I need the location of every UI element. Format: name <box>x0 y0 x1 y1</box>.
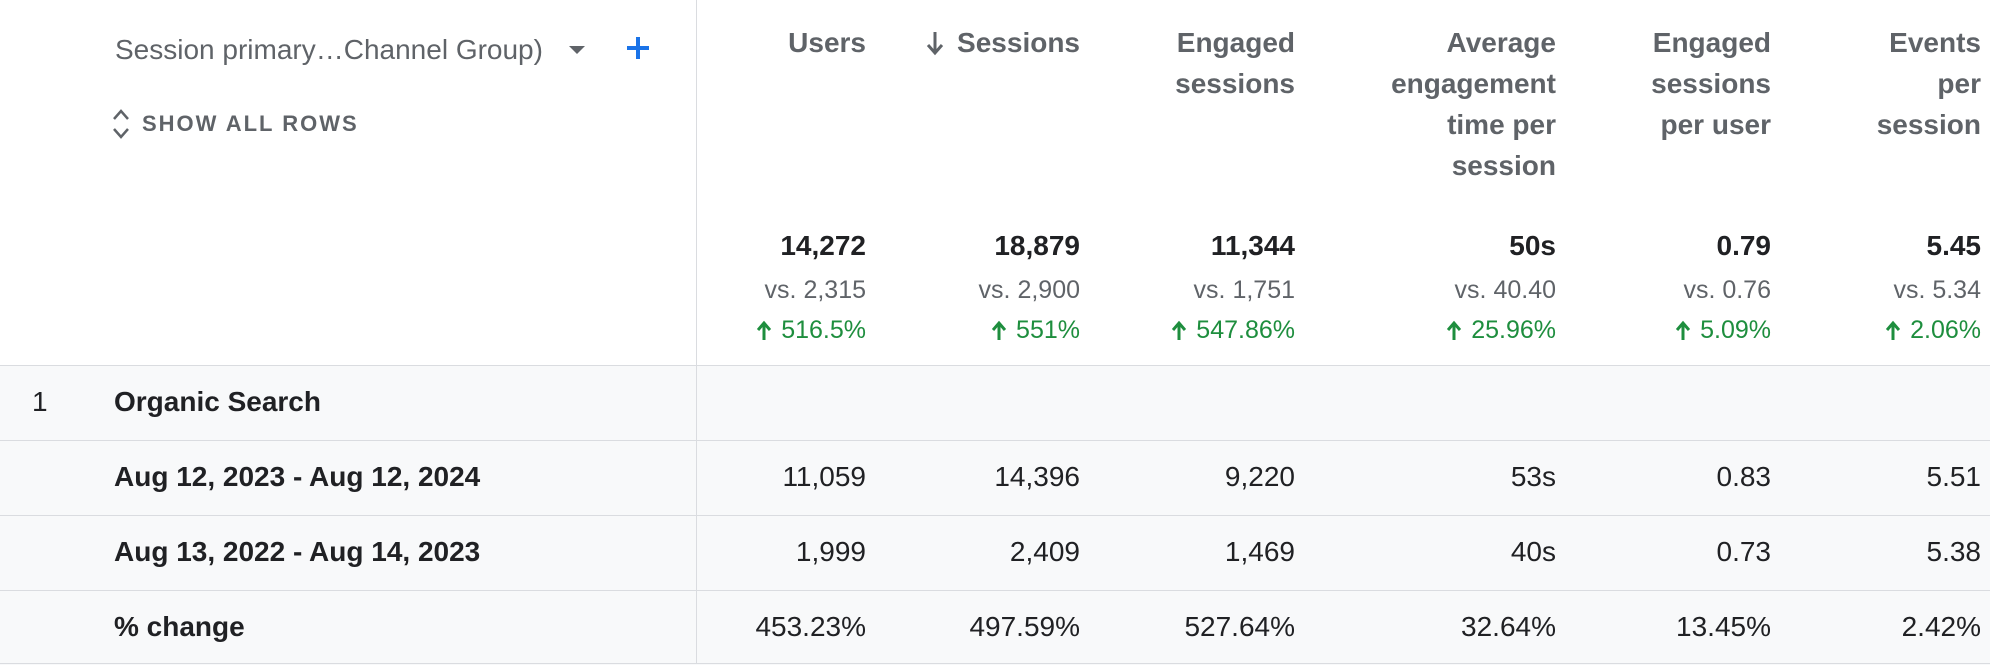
row-index: 1 <box>32 386 48 417</box>
total-change: 547.86% <box>1172 316 1295 345</box>
table-row-group[interactable]: 1 Organic Search <box>0 366 1990 440</box>
total-change-value: 551% <box>1016 316 1080 344</box>
table-cell: 5.51 <box>1926 461 1982 492</box>
table-row[interactable]: Aug 13, 2022 - Aug 14, 2023 1,999 2,409 … <box>0 516 1990 590</box>
arrow-up-icon <box>1172 320 1187 340</box>
column-header-line: sessions <box>1651 68 1771 99</box>
column-header-line: Engaged <box>1652 27 1771 58</box>
column-divider <box>696 0 697 664</box>
total-comparison: vs. 0.76 <box>1683 276 1771 304</box>
total-change: 2.06% <box>1886 316 1981 345</box>
show-all-rows-label: SHOW ALL ROWS <box>142 111 359 136</box>
column-header-line: per user <box>1660 109 1772 140</box>
expand-collapse-icon <box>113 109 129 139</box>
arrow-up-icon <box>757 320 772 340</box>
table-cell: 2.42% <box>1901 611 1981 642</box>
table-cell: 13.45% <box>1676 611 1771 642</box>
column-header-avg-engagement-time[interactable]: Average engagement time per session <box>1391 22 1556 186</box>
row-label: Organic Search <box>114 386 321 417</box>
table-cell: 497.59% <box>969 611 1080 642</box>
total-comparison: vs. 2,315 <box>764 276 866 304</box>
plus-icon <box>627 37 649 59</box>
column-header-engaged-sessions-per-user[interactable]: Engaged sessions per user <box>1651 22 1771 145</box>
total-comparison: vs. 1,751 <box>1193 276 1295 304</box>
column-header-line: Engaged <box>1176 27 1295 58</box>
arrow-up-icon <box>1676 320 1691 340</box>
row-divider <box>0 440 1990 441</box>
dropdown-caret-icon[interactable] <box>568 46 585 54</box>
table-cell: 453.23% <box>755 611 866 642</box>
total-value: 18,879 <box>994 230 1080 261</box>
column-header-line: time per <box>1447 109 1556 140</box>
total-value: 50s <box>1509 230 1556 261</box>
row-label: % change <box>114 611 245 642</box>
table-cell: 40s <box>1510 536 1556 567</box>
table-cell: 11,059 <box>782 461 866 492</box>
column-header-line: session <box>1451 150 1556 181</box>
table-row[interactable]: % change 453.23% 497.59% 527.64% 32.64% … <box>0 591 1990 665</box>
total-value: 11,344 <box>1210 230 1295 261</box>
row-divider <box>0 365 1990 366</box>
total-value: 0.79 <box>1716 230 1772 261</box>
total-change-value: 5.09% <box>1700 316 1771 344</box>
arrow-up-icon <box>992 320 1007 340</box>
dimension-label: Session primary…Channel Group) <box>115 34 543 65</box>
table-cell: 5.38 <box>1926 536 1982 567</box>
total-change: 25.96% <box>1447 316 1556 345</box>
column-header-line: engagement <box>1391 68 1556 99</box>
table-cell: 1,999 <box>795 536 866 567</box>
show-all-rows-button[interactable]: SHOW ALL ROWS <box>112 104 359 144</box>
table-cell: 1,469 <box>1224 536 1295 567</box>
column-header-events-per-session[interactable]: Events per session <box>1877 22 1981 145</box>
total-change-value: 2.06% <box>1910 316 1981 344</box>
row-divider <box>0 515 1990 516</box>
table-cell: 527.64% <box>1184 611 1295 642</box>
total-change: 5.09% <box>1676 316 1771 345</box>
total-change: 551% <box>992 316 1080 345</box>
add-dimension-button[interactable] <box>620 28 656 68</box>
total-comparison: vs. 2,900 <box>978 276 1080 304</box>
column-header-line: per <box>1937 68 1981 99</box>
table-cell: 9,220 <box>1224 461 1295 492</box>
total-comparison: vs. 40.40 <box>1454 276 1556 304</box>
table-cell: 32.64% <box>1461 611 1556 642</box>
column-header-sessions[interactable]: Sessions <box>925 22 1080 63</box>
column-header-line: session <box>1876 109 1981 140</box>
total-value: 14,272 <box>780 230 866 261</box>
table-cell: 2,409 <box>1009 536 1080 567</box>
column-header-line: Average <box>1446 27 1556 58</box>
table-cell: 0.73 <box>1716 536 1772 567</box>
dimension-selector[interactable]: Session primary…Channel Group) <box>115 30 585 70</box>
table-cell: 53s <box>1510 461 1556 492</box>
total-change-value: 547.86% <box>1196 316 1295 344</box>
column-header-engaged-sessions[interactable]: Engaged sessions <box>1175 22 1295 104</box>
total-value: 5.45 <box>1926 230 1982 261</box>
column-header-users[interactable]: Users <box>788 22 866 63</box>
table-cell: 14,396 <box>994 461 1080 492</box>
total-change-value: 516.5% <box>781 316 866 344</box>
row-label: Aug 13, 2022 - Aug 14, 2023 <box>114 536 481 567</box>
column-header-line: sessions <box>1175 68 1295 99</box>
row-label: Aug 12, 2023 - Aug 12, 2024 <box>114 461 481 492</box>
row-divider <box>0 590 1990 591</box>
total-comparison: vs. 5.34 <box>1893 276 1981 304</box>
column-header-line: Sessions <box>957 27 1080 58</box>
arrow-up-icon <box>1886 320 1901 340</box>
sort-descending-arrow-icon <box>926 31 944 55</box>
total-change-value: 25.96% <box>1471 316 1556 344</box>
table-cell: 0.83 <box>1716 461 1772 492</box>
column-header-line: Events <box>1889 27 1981 58</box>
table-row[interactable]: Aug 12, 2023 - Aug 12, 2024 11,059 14,39… <box>0 441 1990 515</box>
arrow-up-icon <box>1447 320 1462 340</box>
total-change: 516.5% <box>757 316 866 345</box>
column-header-line: Users <box>788 27 866 58</box>
